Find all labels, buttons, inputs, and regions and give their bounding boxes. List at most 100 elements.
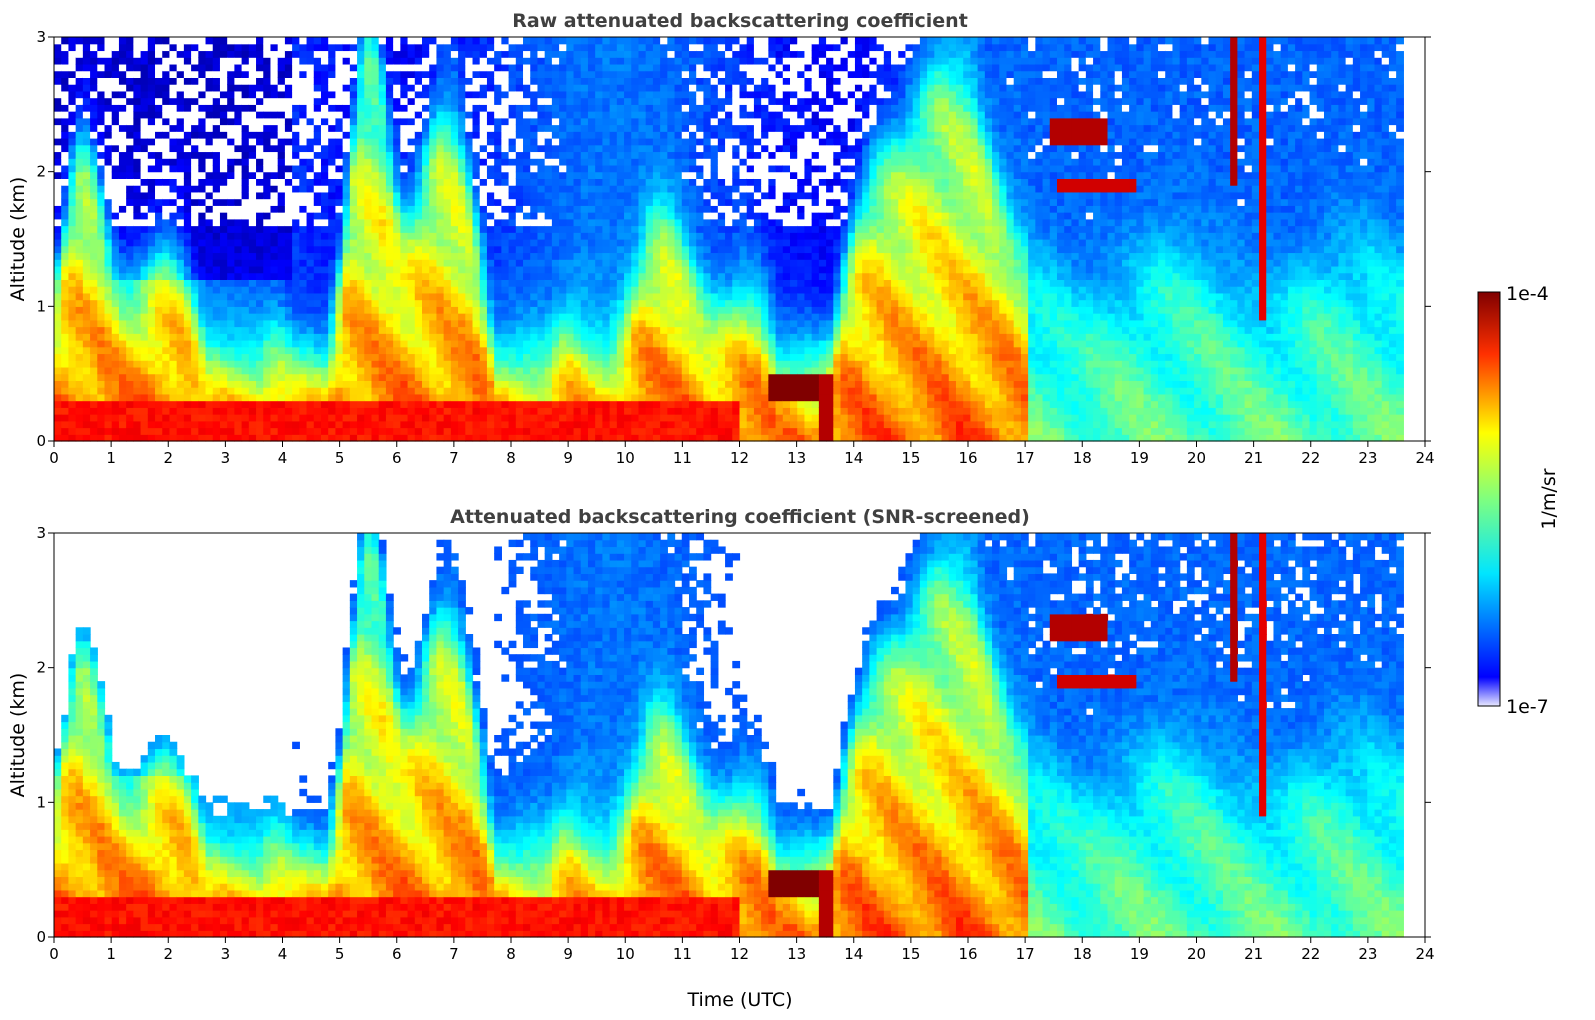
heatmap-cell (624, 387, 632, 395)
heatmap-cell (407, 286, 416, 294)
heatmap-cell (371, 171, 380, 179)
heatmap-cell (458, 299, 466, 307)
heatmap-cell (313, 272, 322, 280)
heatmap-cell (501, 50, 510, 58)
heatmap-cell (205, 37, 214, 45)
heatmap-cell (263, 164, 272, 173)
heatmap-cell (277, 393, 286, 402)
heatmap-cell (263, 232, 272, 240)
heatmap-cell (472, 306, 481, 314)
heatmap-cell (183, 373, 192, 381)
heatmap-cell (176, 373, 185, 381)
heatmap-cell (479, 340, 488, 348)
heatmap-cell (371, 191, 380, 200)
heatmap-cell (429, 191, 438, 200)
heatmap-cell (378, 90, 387, 99)
heatmap-cell (551, 286, 560, 294)
heatmap-cell (191, 232, 199, 240)
heatmap-cell (616, 232, 625, 240)
heatmap-cell (227, 63, 235, 72)
heatmap-cell (465, 387, 474, 395)
heatmap-cell (155, 387, 163, 395)
heatmap-cell (299, 353, 308, 361)
heatmap-cell (292, 232, 300, 240)
heatmap-cell (458, 158, 466, 166)
heatmap-cell (277, 158, 286, 166)
heatmap-cell (458, 111, 466, 119)
heatmap-cell (313, 306, 322, 314)
heatmap-cell (645, 144, 654, 153)
heatmap-cell (602, 400, 611, 408)
heatmap-cell (292, 313, 300, 321)
heatmap-cell (118, 191, 127, 200)
heatmap-cell (407, 333, 416, 341)
heatmap-cell (458, 427, 466, 435)
heatmap-cell (176, 252, 185, 260)
heatmap-cell (205, 313, 214, 321)
heatmap-cell (638, 279, 647, 287)
heatmap-cell (90, 84, 98, 92)
heatmap-cell (559, 346, 567, 355)
heatmap-cell (515, 366, 524, 375)
heatmap-cell (133, 265, 142, 274)
heatmap-cell (234, 393, 243, 402)
heatmap-cell (595, 131, 603, 139)
heatmap-cell (205, 319, 214, 328)
heatmap-cell (140, 326, 149, 334)
heatmap-cell (313, 138, 322, 146)
heatmap-cell (277, 326, 286, 334)
heatmap-cell (219, 191, 228, 200)
heatmap-cell (342, 90, 351, 99)
heatmap-cell (97, 138, 106, 146)
heatmap-cell (523, 414, 531, 422)
heatmap-cell (580, 191, 589, 200)
heatmap-cell (501, 326, 510, 334)
heatmap-cell (400, 151, 409, 159)
heatmap-cell (68, 333, 77, 341)
heatmap-cell (68, 164, 77, 173)
heatmap-cell (299, 50, 308, 58)
heatmap-cell (501, 427, 510, 435)
heatmap-cell (219, 306, 228, 314)
heatmap-cell (544, 205, 553, 213)
heatmap-cell (508, 171, 517, 179)
heatmap-cell (241, 252, 250, 260)
heatmap-cell (61, 319, 70, 328)
heatmap-cell (357, 131, 365, 139)
heatmap-cell (335, 232, 344, 240)
heatmap-cell (472, 37, 481, 45)
heatmap-cell (234, 178, 243, 186)
heatmap-cell (486, 333, 495, 341)
heatmap-cell (587, 158, 596, 166)
heatmap-cell (335, 414, 344, 422)
heatmap-cell (645, 164, 654, 173)
heatmap-cell (256, 353, 264, 361)
heatmap-cell (551, 333, 560, 341)
heatmap-cell (624, 319, 632, 328)
heatmap-cell (61, 400, 70, 408)
heatmap-cell (299, 427, 308, 435)
heatmap-cell (472, 239, 481, 247)
heatmap-cell (183, 400, 192, 408)
heatmap-cell (126, 299, 134, 307)
heatmap-cell (400, 218, 409, 227)
heatmap-cell (573, 232, 582, 240)
heatmap-cell (342, 239, 351, 247)
heatmap-cell (277, 427, 286, 435)
heatmap-cell (133, 232, 142, 240)
heatmap-cell (378, 232, 387, 240)
heatmap-cell (472, 360, 481, 368)
heatmap-cell (645, 286, 654, 294)
heatmap-cell (75, 373, 84, 381)
heatmap-cell (234, 84, 243, 92)
heatmap-cell (176, 124, 185, 132)
heatmap-cell (559, 400, 567, 408)
heatmap-cell (364, 164, 373, 173)
heatmap-cell (559, 414, 567, 422)
heatmap-cell (227, 151, 235, 159)
heatmap-cell (638, 414, 647, 422)
heatmap-cell (544, 434, 553, 442)
heatmap-cell (90, 292, 98, 301)
heatmap-cell (169, 265, 178, 274)
heatmap-cell (205, 198, 214, 206)
